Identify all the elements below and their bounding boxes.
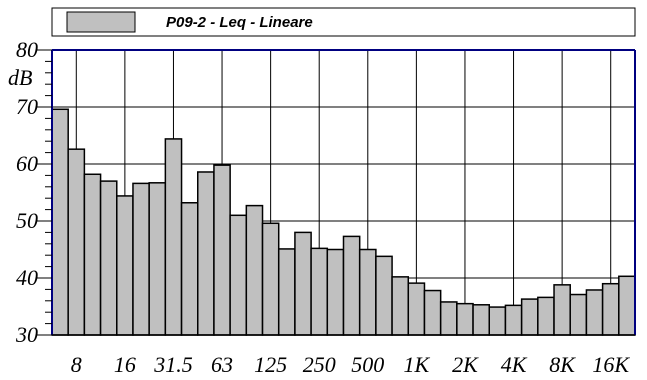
bar bbox=[294, 231, 312, 336]
bar bbox=[310, 247, 329, 336]
y-tick-label: 80 bbox=[16, 37, 38, 62]
bar bbox=[520, 298, 539, 336]
x-tick-label: 31.5 bbox=[153, 352, 193, 377]
bar bbox=[261, 222, 280, 336]
bar bbox=[245, 204, 264, 336]
bar bbox=[51, 108, 69, 336]
legend-swatch bbox=[66, 11, 136, 33]
x-tick-labels: 8 16 31.5 63 125 250 500 1K 2K 4K 8K 16K bbox=[71, 352, 631, 377]
bar bbox=[439, 301, 458, 336]
x-tick-label: 8 bbox=[71, 352, 82, 377]
x-tick-label: 16 bbox=[114, 352, 136, 377]
y-tick-label: 50 bbox=[16, 208, 38, 233]
x-tick-label: 125 bbox=[254, 352, 287, 377]
x-tick-label: 16K bbox=[592, 352, 630, 377]
bar bbox=[180, 202, 199, 336]
y-tick-label: 40 bbox=[16, 265, 38, 290]
bar bbox=[585, 289, 604, 336]
bar bbox=[67, 148, 86, 336]
bar bbox=[618, 275, 636, 336]
x-tick-label: 2K bbox=[452, 352, 479, 377]
bar bbox=[472, 304, 490, 336]
bar bbox=[213, 164, 231, 336]
y-tick-label: 30 bbox=[15, 322, 38, 347]
bar bbox=[456, 302, 474, 336]
x-tick-label: 500 bbox=[351, 352, 384, 377]
bar bbox=[229, 214, 248, 336]
x-tick-label: 250 bbox=[303, 352, 336, 377]
bar bbox=[488, 306, 507, 336]
bar bbox=[148, 182, 167, 336]
y-tick-labels: 30 40 50 60 70 80 bbox=[15, 37, 38, 347]
x-tick-label: 4K bbox=[501, 352, 528, 377]
bar bbox=[277, 248, 296, 336]
bar bbox=[99, 180, 118, 336]
legend-label: P09-2 - Leq - Lineare bbox=[166, 14, 313, 31]
bar bbox=[83, 173, 102, 336]
bar bbox=[358, 248, 377, 336]
legend: P09-2 - Leq - Lineare bbox=[51, 7, 636, 37]
bar bbox=[423, 289, 442, 336]
bar bbox=[537, 296, 555, 336]
bar bbox=[504, 304, 523, 336]
bar bbox=[197, 171, 215, 336]
bar bbox=[569, 293, 588, 336]
x-tick-label: 1K bbox=[404, 352, 431, 377]
bar bbox=[326, 248, 345, 336]
x-tick-label: 63 bbox=[211, 352, 233, 377]
bar bbox=[116, 195, 134, 336]
bar bbox=[342, 235, 361, 336]
bar bbox=[553, 284, 571, 336]
plot-frame bbox=[51, 49, 636, 336]
bar bbox=[375, 255, 393, 336]
bar bbox=[164, 138, 183, 336]
y-ticks bbox=[36, 49, 52, 336]
y-axis-label: dB bbox=[8, 65, 32, 90]
y-tick-label: 70 bbox=[16, 94, 38, 119]
bar bbox=[601, 282, 620, 336]
bar bbox=[391, 276, 410, 336]
x-tick-label: 8K bbox=[549, 352, 576, 377]
legend-box bbox=[51, 7, 636, 37]
bar bbox=[407, 282, 426, 336]
bar bbox=[132, 182, 150, 336]
y-tick-label: 60 bbox=[16, 151, 38, 176]
